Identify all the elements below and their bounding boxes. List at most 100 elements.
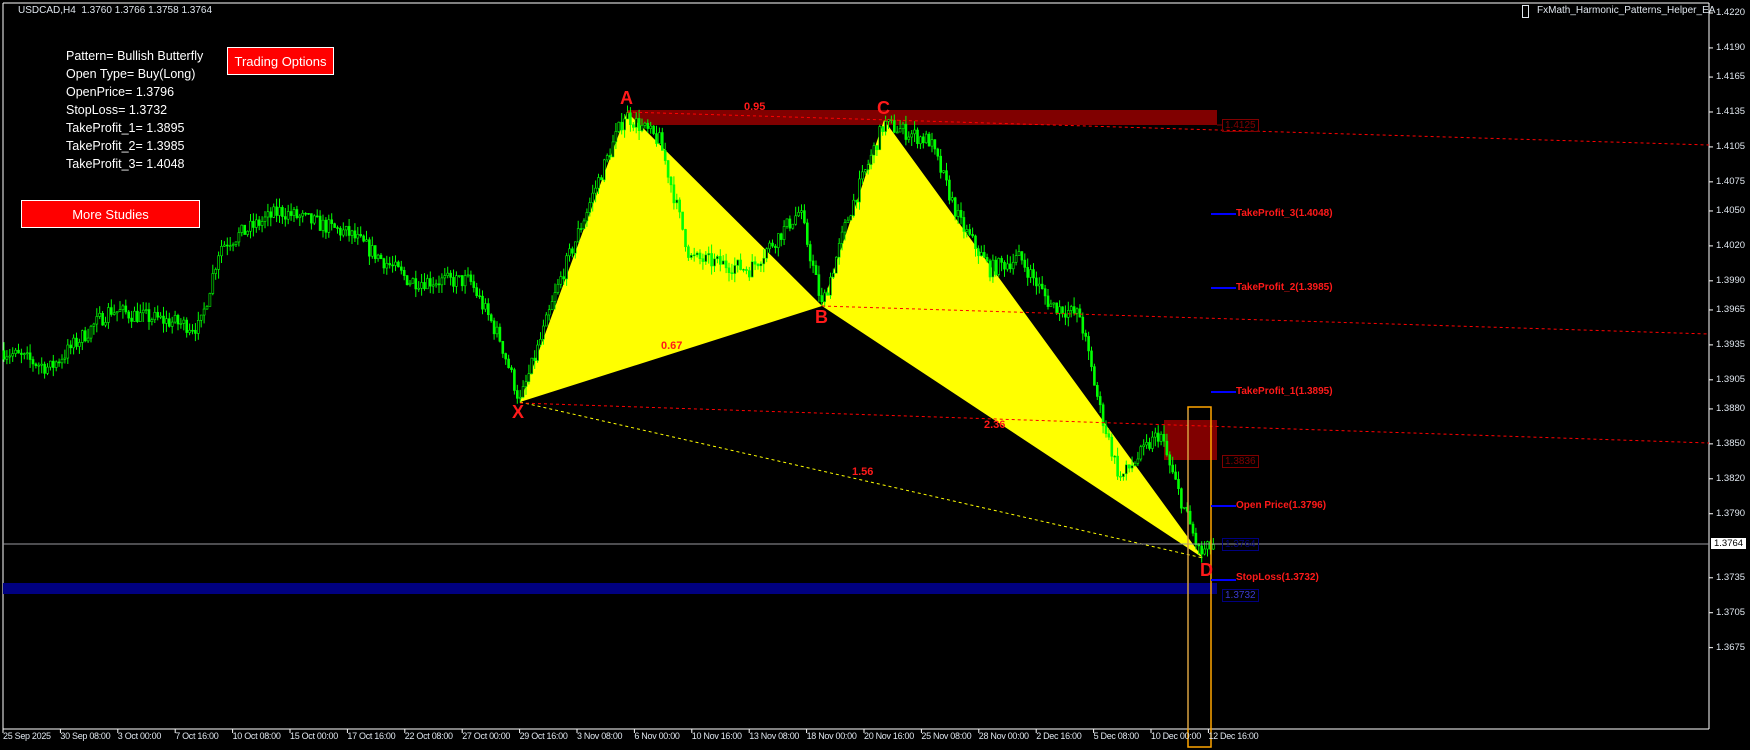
candle-body [83, 330, 87, 342]
b-projection-line [821, 305, 1710, 335]
pattern-xab-triangle [520, 112, 822, 402]
candle-body [1078, 308, 1082, 318]
candle-body [568, 248, 571, 257]
candle-body [136, 310, 139, 322]
time-tick: 3 Oct 00:00 [117, 731, 162, 741]
candle-body [455, 275, 458, 287]
candle-body [556, 283, 560, 293]
candle-body [292, 209, 296, 216]
candle-body [1119, 475, 1122, 478]
candle-body [600, 177, 603, 181]
candle-body [861, 171, 864, 180]
candle-body [1023, 259, 1027, 268]
candle-body [246, 230, 249, 235]
candle-body [141, 309, 145, 314]
candle-body [1191, 523, 1195, 534]
candle-body [869, 154, 873, 165]
candle-body [774, 245, 777, 248]
candle-body [866, 164, 870, 171]
candle-body [1035, 277, 1038, 287]
candle-body [295, 209, 299, 218]
candle-body [846, 219, 850, 223]
candle-body [672, 184, 676, 204]
candle-body [948, 179, 951, 201]
candle-body [727, 267, 731, 274]
ratio-xd: 1.56 [852, 466, 874, 478]
candle-body [217, 255, 220, 270]
tp2-level-label: TakeProfit_2(1.3985) [1236, 282, 1333, 293]
candle-body [260, 221, 264, 226]
more-studies-button[interactable]: More Studies [21, 200, 200, 228]
candle-body [460, 275, 464, 287]
price-tick: 1.3965 [1716, 303, 1746, 315]
candle-body [678, 199, 682, 213]
candle-body [878, 126, 882, 151]
candle-body [533, 357, 537, 361]
candle-body [350, 230, 354, 236]
candle-body [759, 263, 763, 267]
candle-body [362, 235, 365, 242]
candle-body [107, 307, 110, 323]
candle-body [1052, 302, 1056, 305]
candle-body [5, 356, 9, 360]
candle-body [597, 177, 600, 189]
candle-body [626, 112, 629, 120]
candle-body [182, 319, 186, 324]
candle-body [971, 234, 974, 237]
candle-body [994, 259, 998, 275]
candle-body [176, 315, 180, 325]
candle-body [576, 228, 580, 243]
candle-body [643, 122, 647, 126]
candle-body [60, 358, 64, 364]
candle-body [956, 210, 960, 217]
candle-body [550, 301, 554, 311]
candle-body [982, 252, 986, 258]
candle-body [165, 318, 168, 324]
time-tick: 17 Oct 16:00 [347, 731, 396, 741]
candle-body [637, 118, 641, 131]
take-profit-2: TakeProfit_2= 1.3985 [66, 139, 185, 153]
candle-body [573, 241, 577, 254]
candle-body [962, 217, 966, 232]
candle-body [397, 261, 400, 268]
candle-body [834, 256, 838, 274]
candle-body [1206, 541, 1209, 550]
candle-body [776, 233, 780, 248]
candle-body [31, 359, 35, 365]
candle-body [582, 220, 586, 230]
candle-body [953, 197, 957, 217]
ea-smiley-icon[interactable] [1522, 5, 1529, 18]
candle-body [974, 235, 977, 250]
candle-body [8, 355, 12, 358]
candle-body [855, 199, 858, 203]
candle-body [269, 211, 273, 218]
candle-body [446, 272, 450, 276]
prz-zone-d [1164, 420, 1217, 460]
candle-body [840, 231, 844, 244]
candle-body [266, 211, 270, 218]
candle-body [484, 303, 487, 310]
candle-body [382, 258, 386, 269]
candle-body [194, 329, 197, 334]
time-tick: 15 Oct 00:00 [290, 731, 338, 741]
candle-body [40, 363, 44, 366]
candle-body [823, 292, 827, 303]
candle-body [197, 320, 200, 334]
candle-body [707, 253, 711, 256]
candle-body [695, 252, 699, 256]
candle-body [321, 219, 325, 231]
price-tick: 1.4190 [1716, 41, 1746, 53]
candle-body [89, 325, 93, 339]
candle-body [286, 211, 290, 220]
stop-loss: StopLoss= 1.3732 [66, 103, 168, 117]
candle-body [112, 312, 116, 315]
candle-body [527, 373, 531, 383]
candle-body [658, 132, 661, 144]
candle-body [469, 274, 473, 282]
symbol-info: USDCAD,H4 1.3760 1.3766 1.3758 1.3764 [18, 5, 213, 16]
point-d-label: D [1200, 560, 1213, 580]
candle-body [228, 245, 232, 247]
trading-options-button[interactable]: Trading Options [227, 47, 334, 75]
candle-body [1183, 506, 1186, 509]
